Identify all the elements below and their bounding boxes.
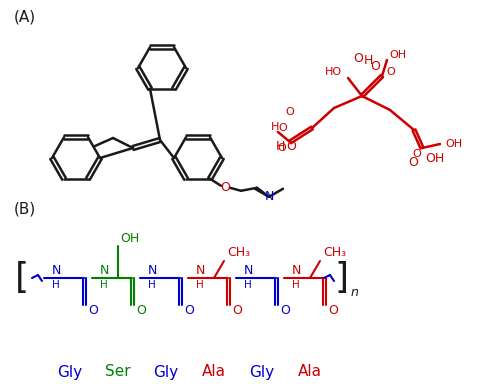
- Text: (A): (A): [14, 10, 36, 25]
- Text: O: O: [412, 149, 422, 159]
- Text: OH: OH: [389, 50, 406, 60]
- Text: OH: OH: [425, 151, 444, 165]
- Text: H: H: [148, 280, 156, 290]
- Text: O: O: [184, 303, 194, 317]
- Text: Ala: Ala: [202, 365, 226, 379]
- Text: N: N: [264, 190, 274, 203]
- Text: Gly: Gly: [250, 365, 274, 379]
- Text: N: N: [52, 264, 60, 277]
- Text: O: O: [286, 140, 296, 154]
- Text: O: O: [370, 60, 380, 73]
- Text: H: H: [276, 140, 284, 154]
- Text: CH₃: CH₃: [227, 246, 250, 259]
- Text: H: H: [271, 122, 279, 132]
- Text: H: H: [52, 280, 60, 290]
- Text: (B): (B): [14, 202, 36, 217]
- Text: H: H: [364, 55, 372, 67]
- Text: Ala: Ala: [298, 365, 322, 379]
- Text: O: O: [328, 303, 338, 317]
- Text: O: O: [232, 303, 242, 317]
- Text: H: H: [196, 280, 204, 290]
- Text: O: O: [136, 303, 146, 317]
- Text: CH₃: CH₃: [323, 246, 346, 259]
- Text: [: [: [15, 261, 29, 295]
- Text: H: H: [292, 280, 300, 290]
- Text: O: O: [220, 181, 230, 194]
- Text: n: n: [351, 285, 359, 298]
- Text: N: N: [148, 264, 156, 277]
- Text: N: N: [196, 264, 204, 277]
- Text: H: H: [244, 280, 252, 290]
- Text: O: O: [278, 143, 286, 153]
- Text: ]: ]: [335, 261, 349, 295]
- Text: Gly: Gly: [58, 365, 82, 379]
- Text: OH: OH: [120, 232, 139, 245]
- Text: N: N: [244, 264, 252, 277]
- Text: OH: OH: [445, 139, 462, 149]
- Text: N: N: [100, 264, 108, 277]
- Text: H: H: [100, 280, 108, 290]
- Text: HO: HO: [325, 67, 342, 77]
- Text: O: O: [408, 156, 418, 170]
- Text: O: O: [386, 67, 396, 77]
- Text: O: O: [353, 51, 363, 64]
- Text: Gly: Gly: [154, 365, 178, 379]
- Text: N: N: [292, 264, 300, 277]
- Text: O: O: [278, 123, 287, 133]
- Text: O: O: [280, 303, 290, 317]
- Text: Ser: Ser: [105, 365, 131, 379]
- Text: O: O: [286, 107, 294, 117]
- Text: O: O: [88, 303, 98, 317]
